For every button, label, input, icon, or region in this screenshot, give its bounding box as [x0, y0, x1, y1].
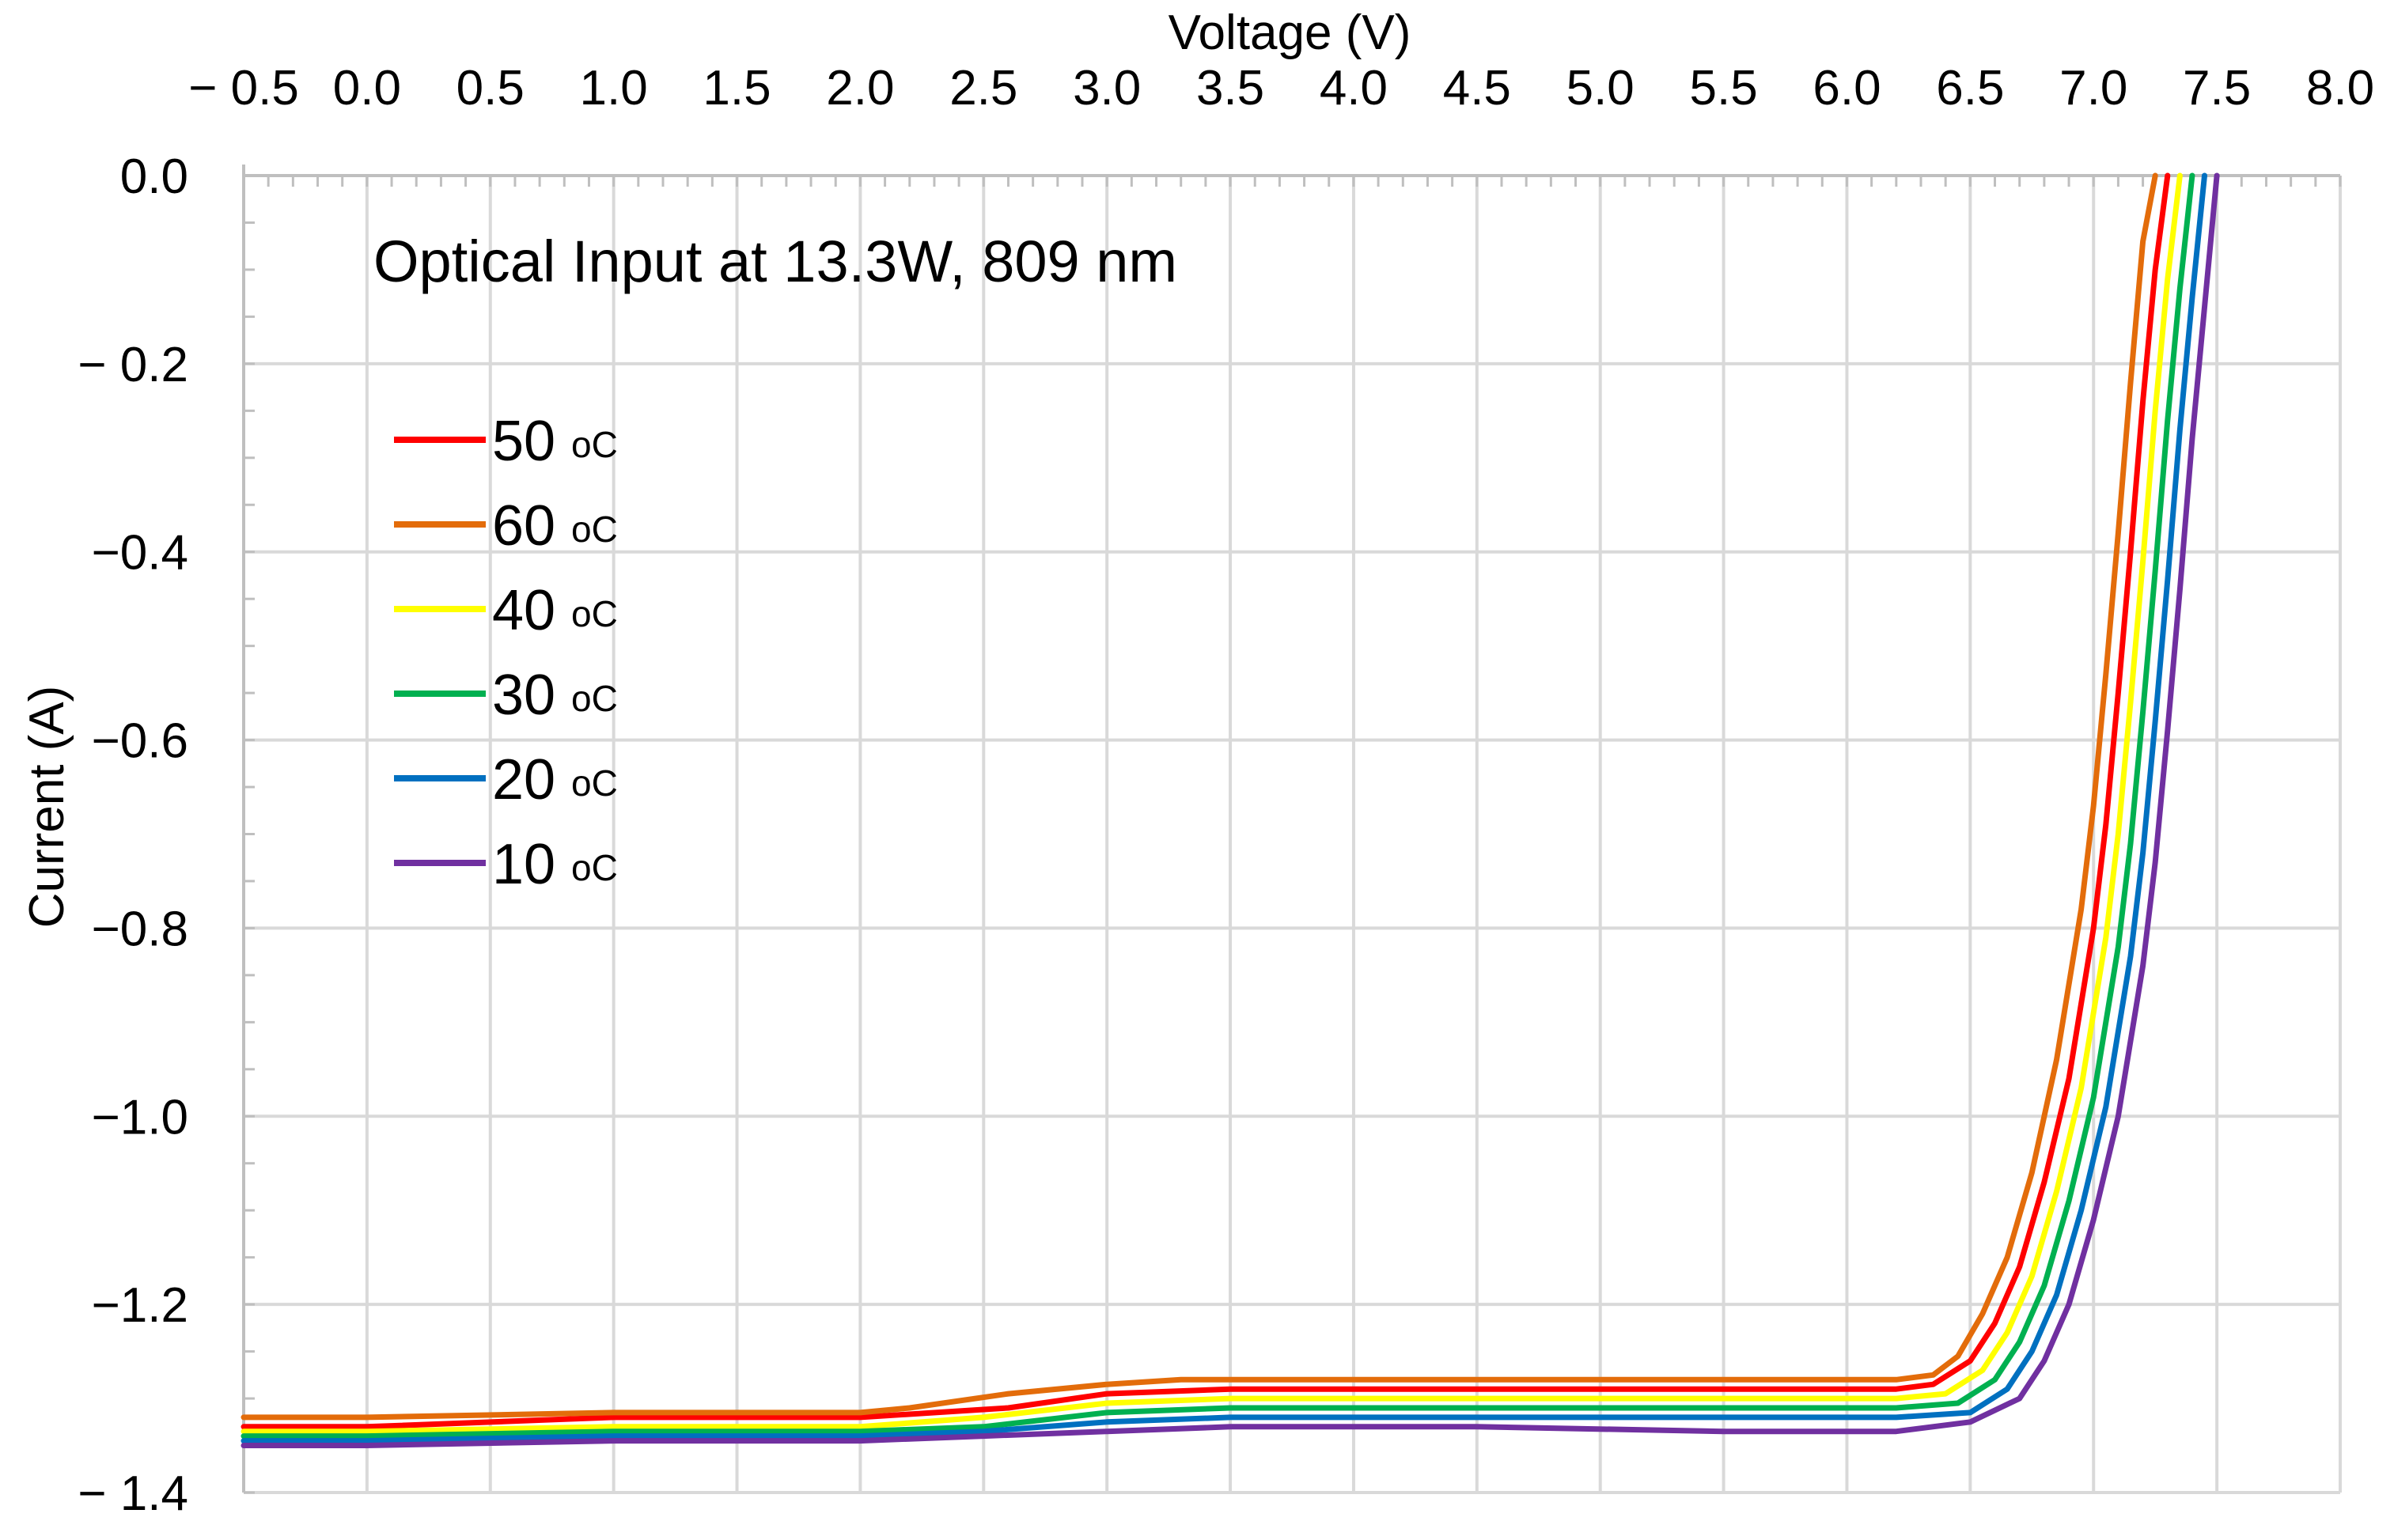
x-tick-label: 1.0 — [580, 61, 648, 115]
x-tick-label: 7.5 — [2183, 61, 2251, 115]
legend: 50 oC 60 oC 40 oC 30 oC 20 oC 10 oC — [394, 410, 618, 896]
legend-unit: oC — [571, 509, 618, 550]
x-axis-title: Voltage (V) — [1169, 6, 1411, 60]
legend-item-60c: 60 oC — [394, 494, 618, 558]
x-tick-label: 2.5 — [949, 61, 1017, 115]
series-line-30c — [241, 172, 2195, 1440]
x-tick-label: 8.0 — [2306, 61, 2374, 115]
y-tick-labels: 0.0 − 0.2 −0.4 −0.6 −0.8 −1.0 −1.2 − 1.4 — [78, 149, 188, 1521]
legend-unit: oC — [571, 424, 618, 465]
legend-label: 50 — [492, 410, 555, 473]
x-tick-label: 0.5 — [456, 61, 525, 115]
legend-label: 10 — [492, 833, 555, 896]
y-tick-label: −1.2 — [92, 1278, 188, 1333]
y-axis-title: Current (A) — [20, 686, 74, 929]
legend-item-40c: 40 oC — [394, 579, 618, 642]
y-tick-label: − 1.4 — [78, 1466, 188, 1521]
x-tick-label: 4.5 — [1443, 61, 1511, 115]
legend-unit: oC — [571, 593, 618, 634]
y-tick-label: −0.4 — [92, 526, 188, 581]
legend-item-30c: 30 oC — [394, 664, 618, 727]
x-tick-label: 3.5 — [1196, 61, 1264, 115]
vertical-gridlines — [242, 176, 2342, 1493]
x-tick-label: 3.0 — [1073, 61, 1141, 115]
x-tick-label: 5.5 — [1689, 61, 1757, 115]
x-tick-label: 5.0 — [1566, 61, 1635, 115]
x-tick-label: 2.0 — [826, 61, 894, 115]
series-lines — [241, 172, 2220, 1448]
series-line-40c — [241, 172, 2183, 1435]
x-tick-label: 6.0 — [1813, 61, 1881, 115]
legend-item-50c: 50 oC — [394, 410, 618, 473]
x-tick-label: − 0.5 — [188, 61, 299, 115]
legend-unit: oC — [571, 762, 618, 804]
chart-annotation: Optical Input at 13.3W, 809 nm — [373, 229, 1177, 294]
legend-label: 40 — [492, 579, 555, 642]
y-tick-label: −0.8 — [92, 902, 188, 956]
legend-label: 20 — [492, 748, 555, 812]
legend-unit: oC — [571, 678, 618, 719]
x-tick-label: 1.5 — [703, 61, 771, 115]
series-line-50c — [241, 172, 2171, 1430]
y-tick-label: − 0.2 — [78, 338, 188, 392]
series-line-10c — [241, 172, 2220, 1448]
legend-label: 30 — [492, 664, 555, 727]
y-tick-label: −0.6 — [92, 714, 188, 769]
legend-label: 60 — [492, 494, 555, 558]
x-tick-label: 0.0 — [333, 61, 401, 115]
legend-unit: oC — [571, 847, 618, 888]
legend-item-10c: 10 oC — [394, 833, 618, 896]
x-tick-label: 7.0 — [2059, 61, 2127, 115]
legend-item-20c: 20 oC — [394, 748, 618, 812]
series-line-60c — [241, 172, 2158, 1421]
y-tick-label: −1.0 — [92, 1090, 188, 1145]
x-tick-labels: − 0.5 0.0 0.5 1.0 1.5 2.0 2.5 3.0 3.5 4.0 4.5 5.0 5.… — [188, 61, 2374, 115]
x-tick-label: 4.0 — [1320, 61, 1388, 115]
y-tick-label: 0.0 — [120, 149, 188, 204]
series-line-20c — [241, 172, 2207, 1444]
x-tick-label: 6.5 — [1936, 61, 2004, 115]
